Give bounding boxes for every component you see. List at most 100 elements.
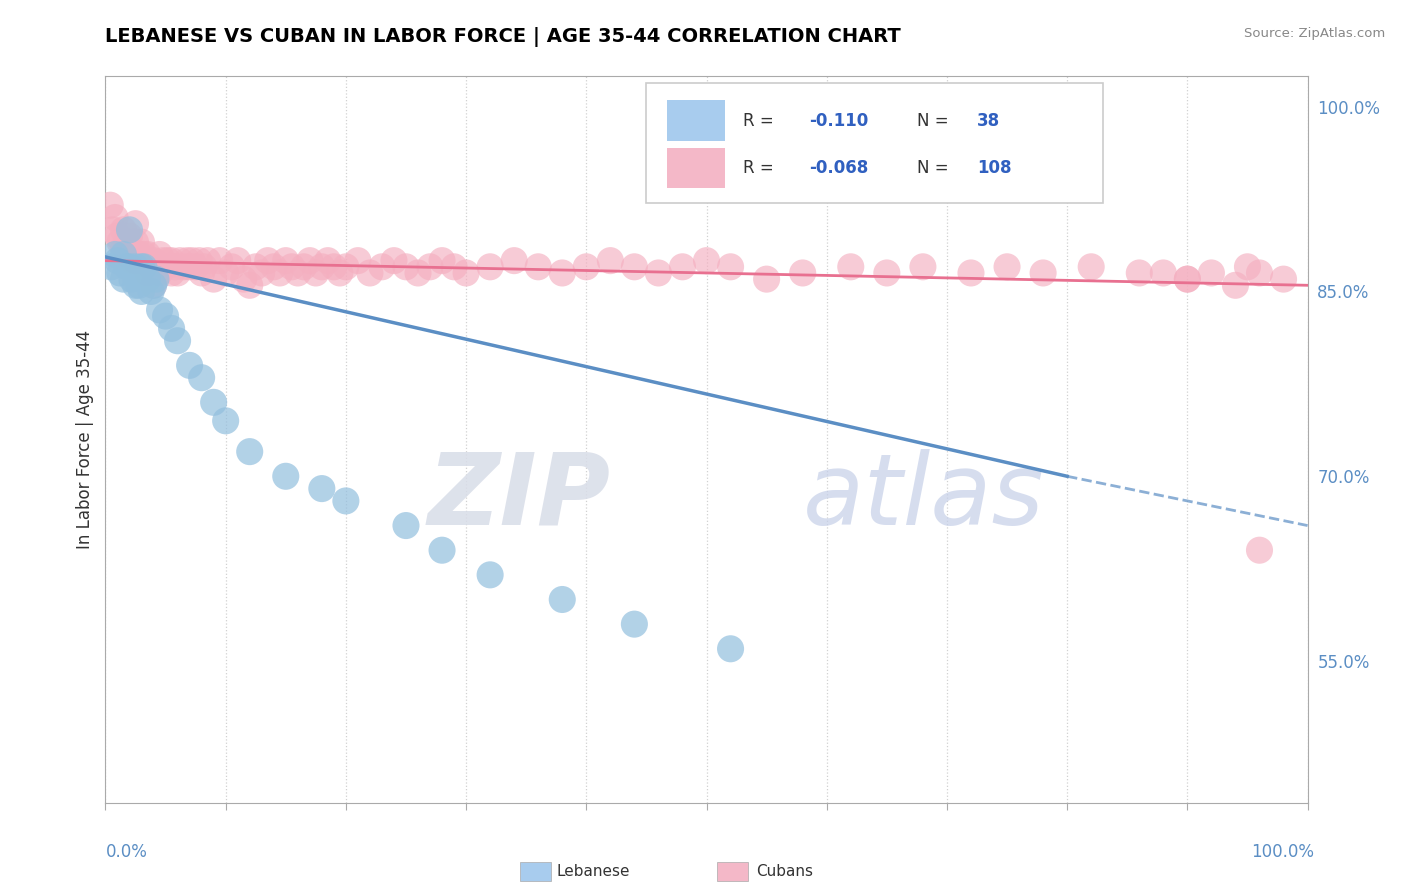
Point xyxy=(118,223,141,237)
Point xyxy=(136,266,159,280)
Text: N =: N = xyxy=(917,112,953,129)
Point xyxy=(131,253,153,268)
Point xyxy=(184,260,207,274)
Point xyxy=(131,235,153,249)
Point xyxy=(839,260,862,274)
Point xyxy=(100,260,122,274)
Point xyxy=(245,260,267,274)
Point xyxy=(179,260,201,274)
Point xyxy=(124,253,146,268)
Point xyxy=(1175,272,1198,286)
Point xyxy=(792,266,814,280)
Point xyxy=(101,223,124,237)
FancyBboxPatch shape xyxy=(647,83,1104,203)
Point xyxy=(112,241,135,255)
Point xyxy=(139,260,162,274)
Point xyxy=(142,253,165,268)
Point xyxy=(1080,260,1102,274)
Point xyxy=(623,617,645,632)
Point xyxy=(148,266,170,280)
Point xyxy=(406,266,429,280)
Point xyxy=(575,260,598,274)
Point xyxy=(118,229,141,244)
Point xyxy=(1272,272,1295,286)
Point xyxy=(395,518,418,533)
Point xyxy=(202,272,225,286)
Point xyxy=(551,592,574,607)
Point xyxy=(274,253,297,268)
Point xyxy=(1128,266,1150,280)
Text: -0.068: -0.068 xyxy=(808,159,868,177)
Point xyxy=(124,217,146,231)
Point xyxy=(118,260,141,274)
Y-axis label: In Labor Force | Age 35-44: In Labor Force | Age 35-44 xyxy=(76,330,94,549)
Point xyxy=(263,260,285,274)
Point xyxy=(443,260,465,274)
Point xyxy=(108,266,131,280)
Point xyxy=(239,278,262,293)
Point xyxy=(430,253,453,268)
Point xyxy=(221,260,243,274)
Bar xyxy=(666,100,724,141)
Point xyxy=(128,247,150,261)
Point xyxy=(1249,543,1271,558)
Point xyxy=(720,260,742,274)
Point xyxy=(145,272,167,286)
Point xyxy=(179,359,201,373)
Point xyxy=(197,253,219,268)
Point xyxy=(160,253,183,268)
Point xyxy=(169,253,191,268)
Point xyxy=(107,253,129,268)
Point xyxy=(132,253,155,268)
Text: R =: R = xyxy=(742,112,779,129)
Point xyxy=(527,260,550,274)
Point xyxy=(329,266,352,280)
Text: 0.0%: 0.0% xyxy=(105,843,148,861)
Point xyxy=(311,482,333,496)
Text: 108: 108 xyxy=(977,159,1011,177)
Point xyxy=(160,266,183,280)
Point xyxy=(124,260,146,274)
Point xyxy=(190,370,212,384)
Point xyxy=(124,278,146,293)
Point xyxy=(256,253,278,268)
Point xyxy=(152,253,174,268)
Point xyxy=(269,266,291,280)
Point xyxy=(121,272,143,286)
Text: -0.110: -0.110 xyxy=(808,112,868,129)
Point xyxy=(647,266,669,280)
Point xyxy=(382,253,405,268)
Point xyxy=(148,302,170,317)
Point xyxy=(166,334,188,348)
Point xyxy=(193,260,215,274)
Point xyxy=(876,266,898,280)
Point xyxy=(1152,266,1174,280)
Point xyxy=(599,253,621,268)
Point xyxy=(115,260,138,274)
Point xyxy=(139,285,162,299)
Point xyxy=(131,285,153,299)
Point xyxy=(165,260,187,274)
Point xyxy=(274,469,297,483)
Point xyxy=(1249,266,1271,280)
Point xyxy=(347,253,370,268)
Text: Lebanese: Lebanese xyxy=(557,864,630,879)
Text: ZIP: ZIP xyxy=(427,449,610,546)
Point xyxy=(371,260,394,274)
Point xyxy=(131,260,153,274)
Point xyxy=(136,272,159,286)
Text: Source: ZipAtlas.com: Source: ZipAtlas.com xyxy=(1244,27,1385,40)
Point xyxy=(623,260,645,274)
Point xyxy=(995,260,1018,274)
Point xyxy=(322,260,344,274)
Point xyxy=(155,260,177,274)
Point xyxy=(124,235,146,249)
Point xyxy=(311,260,333,274)
Point xyxy=(156,253,179,268)
Point xyxy=(1236,260,1258,274)
Point xyxy=(298,253,321,268)
Point xyxy=(419,260,441,274)
Point xyxy=(108,235,131,249)
Point xyxy=(142,278,165,293)
Point xyxy=(395,260,418,274)
